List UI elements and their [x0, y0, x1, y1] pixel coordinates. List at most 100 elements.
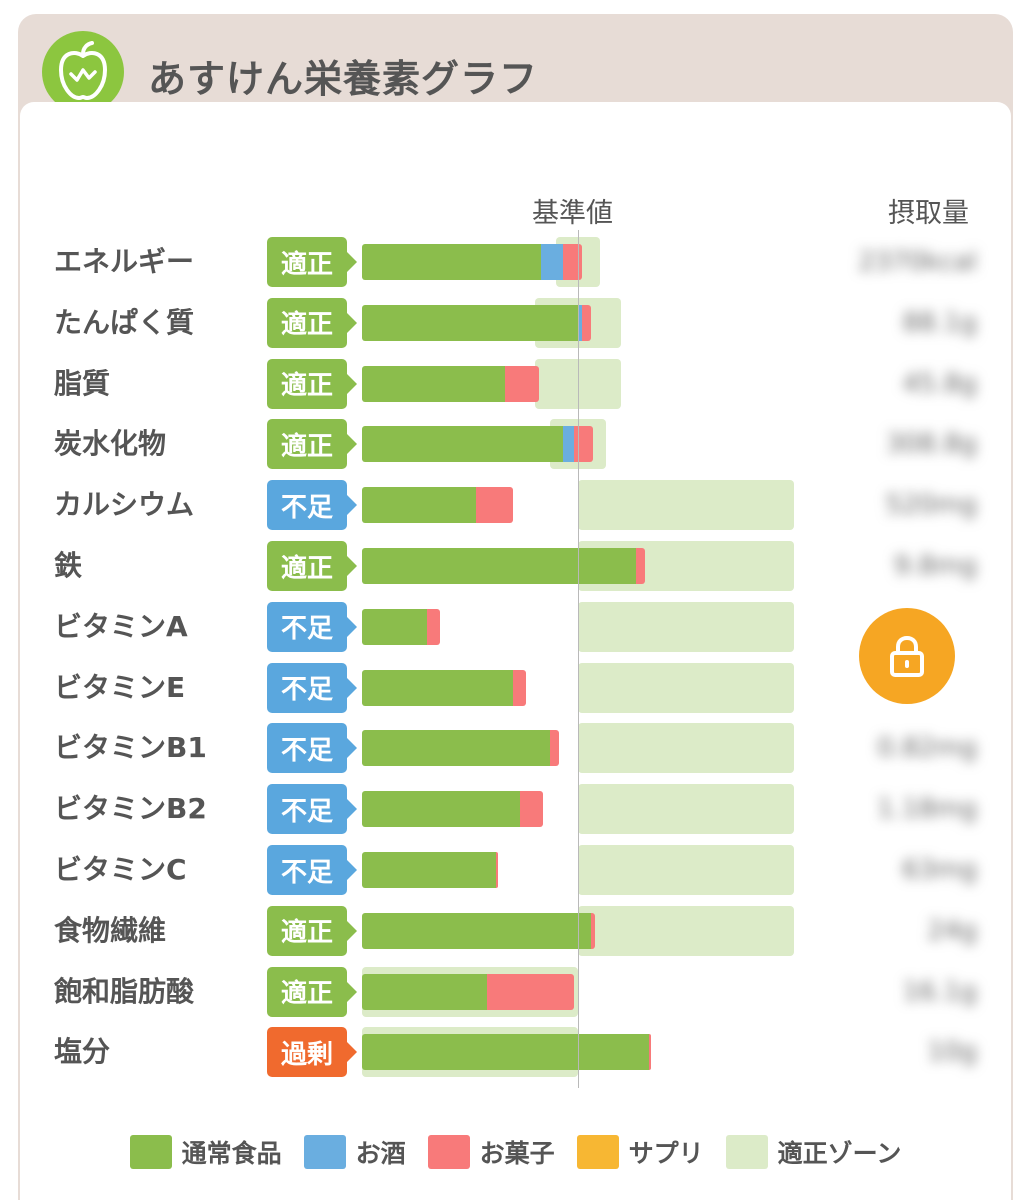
status-badge: 適正	[267, 358, 357, 409]
status-badge: 不足	[267, 723, 357, 774]
normal-food-bar	[362, 1034, 650, 1071]
status-badge: 適正	[267, 237, 357, 287]
alcohol-bar	[541, 244, 563, 280]
normal-food-bar	[362, 304, 578, 341]
sweets-bar	[513, 669, 527, 706]
legend-item: 適正ゾーン	[725, 1134, 902, 1170]
nutrient-label: 飽和脂肪酸	[54, 974, 195, 1008]
intake-value: 63mg	[902, 855, 977, 885]
status-badge: 不足	[267, 480, 357, 531]
status-badge: 不足	[267, 601, 357, 652]
sweets-bar	[487, 973, 574, 1010]
sweets-bar	[649, 1034, 652, 1071]
sweets-bar	[636, 548, 645, 584]
intake-value: 520mg	[885, 490, 977, 521]
proper-zone-bar	[578, 784, 794, 835]
legend-item: お酒	[303, 1134, 406, 1170]
legend-label: 適正ゾーン	[777, 1139, 902, 1168]
status-badge: 適正	[267, 966, 357, 1017]
status-badge: 適正	[267, 905, 357, 956]
normal-food-bar	[362, 608, 427, 645]
proper-zone-bar	[534, 358, 622, 409]
sweets-bar	[573, 426, 594, 463]
app-title: あすけん栄養素グラフ	[148, 57, 539, 101]
nutrient-label: たんぱく質	[54, 305, 195, 339]
nutrient-label: ビタミンB2	[54, 792, 207, 826]
sweets-bar	[519, 791, 544, 828]
proper-zone-bar	[578, 723, 794, 774]
proper-zone-bar	[578, 480, 794, 531]
status-badge: 適正	[267, 419, 357, 470]
intake-value: 24g	[927, 915, 977, 946]
sweets-bar	[495, 852, 499, 888]
nutrient-label: 炭水化物	[54, 427, 167, 461]
normal-food-bar	[362, 791, 520, 828]
legend-label: サプリ	[628, 1139, 704, 1168]
normal-food-bar	[362, 669, 514, 706]
legend-item: 通常食品	[129, 1134, 282, 1170]
status-badge: 適正	[267, 541, 357, 591]
value-column-header: 摂取量	[888, 198, 969, 229]
legend-label: お菓子	[479, 1139, 555, 1168]
normal-food-bar	[362, 852, 496, 888]
reference-line	[578, 230, 579, 1088]
status-badge: 不足	[267, 662, 357, 713]
lock-button[interactable]	[859, 608, 955, 704]
sweets-bar	[426, 608, 440, 645]
intake-value: 2370kcal	[858, 247, 977, 277]
intake-value: 9.8mg	[893, 551, 977, 581]
nutrient-label: ビタミンE	[54, 670, 186, 704]
intake-value: 308.8g	[886, 429, 977, 460]
status-badge: 不足	[267, 845, 357, 895]
nutrient-graph-card	[20, 102, 1011, 1200]
apple-scale-icon	[59, 41, 107, 100]
legend-item: お菓子	[427, 1134, 555, 1170]
legend-swatch	[303, 1135, 346, 1169]
lock-icon	[890, 635, 924, 677]
legend-label: 通常食品	[181, 1139, 282, 1168]
legend-swatch	[576, 1135, 619, 1169]
alcohol-bar	[562, 426, 574, 463]
sweets-bar	[582, 304, 591, 341]
proper-zone-bar	[578, 845, 794, 895]
sweets-bar	[504, 365, 540, 402]
sweets-bar	[590, 912, 596, 949]
legend-swatch	[725, 1135, 768, 1169]
legend-swatch	[427, 1135, 470, 1169]
normal-food-bar	[362, 973, 488, 1010]
intake-value: 16.1g	[902, 976, 977, 1007]
intake-value: 1.18mg	[877, 794, 977, 825]
nutrient-label: 塩分	[54, 1035, 111, 1069]
reference-label: 基準値	[532, 198, 613, 229]
nutrient-label: 鉄	[54, 549, 83, 582]
legend-item: サプリ	[576, 1134, 704, 1170]
chart-legend: 通常食品 お酒 お菓子 サプリ 適正ゾーン	[0, 1133, 1031, 1171]
nutrient-label: カルシウム	[54, 488, 195, 522]
legend-swatch	[129, 1135, 172, 1169]
nutrient-label: 食物繊維	[54, 913, 167, 947]
app-logo	[42, 31, 124, 113]
nutrient-label: ビタミンA	[54, 609, 188, 643]
status-badge: 過剰	[267, 1027, 357, 1078]
normal-food-bar	[362, 244, 542, 280]
normal-food-bar	[362, 426, 563, 463]
proper-zone-bar	[578, 601, 794, 652]
sweets-bar	[562, 244, 583, 280]
nutrient-label: ビタミンB1	[54, 731, 207, 765]
proper-zone-bar	[578, 905, 794, 956]
alcohol-bar	[578, 304, 583, 341]
normal-food-bar	[362, 548, 637, 584]
intake-value: 0.82mg	[877, 733, 977, 764]
normal-food-bar	[362, 365, 505, 402]
intake-value: 45.8g	[902, 368, 977, 399]
normal-food-bar	[362, 912, 591, 949]
sweets-bar	[476, 487, 514, 524]
proper-zone-bar	[578, 662, 794, 713]
nutrient-label: 脂質	[54, 366, 111, 400]
legend-label: お酒	[355, 1139, 406, 1168]
status-badge: 不足	[267, 784, 357, 835]
sweets-bar	[549, 730, 559, 767]
intake-value: 88.1g	[902, 307, 977, 338]
nutrient-label: エネルギー	[54, 245, 195, 278]
intake-value: 10g	[927, 1037, 977, 1068]
